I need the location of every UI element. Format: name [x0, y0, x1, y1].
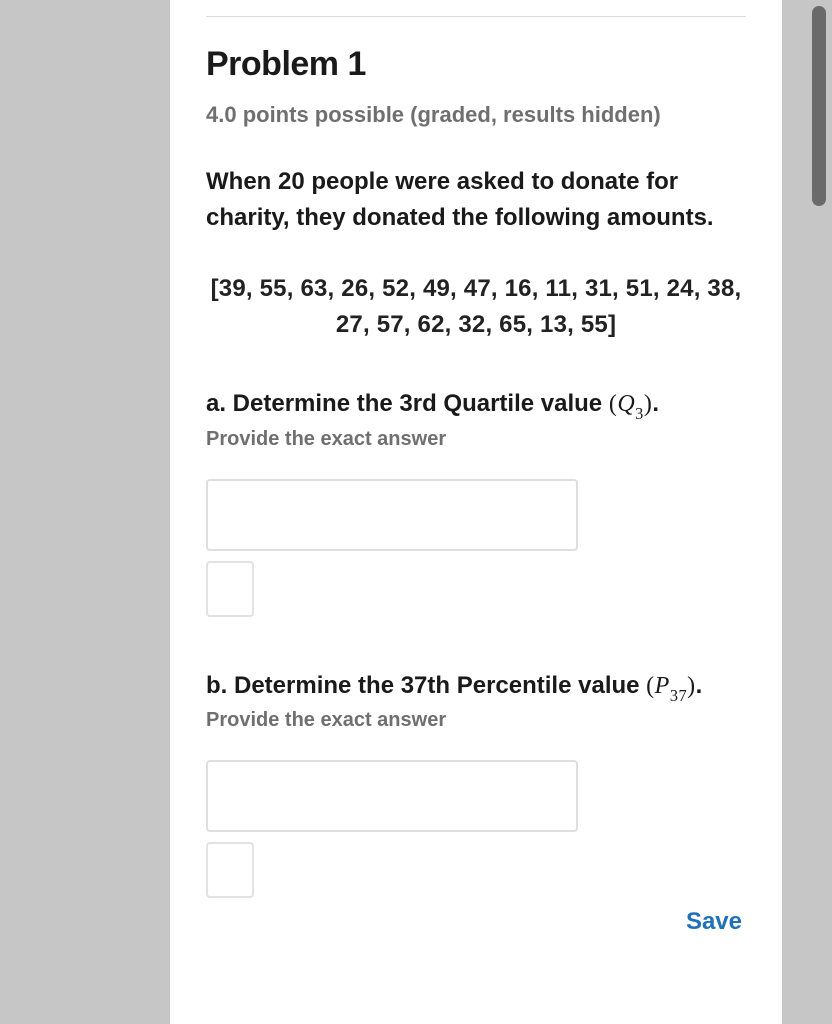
part-b-input[interactable] — [206, 760, 578, 832]
save-button[interactable]: Save — [682, 906, 746, 938]
save-row: Save — [206, 906, 746, 938]
points-meta: 4.0 points possible (graded, results hid… — [206, 102, 746, 128]
p37-symbol: (P37) — [646, 673, 695, 699]
part-a-aux-button[interactable] — [206, 561, 254, 617]
problem-card: Problem 1 4.0 points possible (graded, r… — [170, 0, 782, 1024]
page-scrollbar[interactable] — [812, 6, 826, 206]
part-a: a. Determine the 3rd Quartile value (Q3)… — [206, 387, 746, 617]
part-a-hint: Provide the exact answer — [206, 428, 746, 451]
part-b-question: b. Determine the 37th Percentile value (… — [206, 669, 746, 706]
p37-letter: P — [655, 673, 670, 699]
part-b-hint: Provide the exact answer — [206, 709, 746, 732]
part-b-suffix: . — [696, 672, 703, 699]
part-a-prefix: a. Determine the 3rd Quartile value — [206, 390, 609, 417]
q3-sub: 3 — [635, 404, 644, 423]
q3-symbol: (Q3) — [609, 391, 653, 417]
top-divider — [206, 16, 746, 17]
part-b-aux-button[interactable] — [206, 842, 254, 898]
data-values: [39, 55, 63, 26, 52, 49, 47, 16, 11, 31,… — [206, 271, 746, 343]
p37-sub: 37 — [670, 686, 687, 705]
part-b-prefix: b. Determine the 37th Percentile value — [206, 672, 646, 699]
part-a-suffix: . — [652, 390, 659, 417]
problem-title: Problem 1 — [206, 45, 746, 84]
q3-letter: Q — [617, 391, 635, 417]
problem-stem: When 20 people were asked to donate for … — [206, 164, 746, 235]
part-a-question: a. Determine the 3rd Quartile value (Q3)… — [206, 387, 746, 424]
part-b: b. Determine the 37th Percentile value (… — [206, 669, 746, 899]
part-a-input[interactable] — [206, 479, 578, 551]
